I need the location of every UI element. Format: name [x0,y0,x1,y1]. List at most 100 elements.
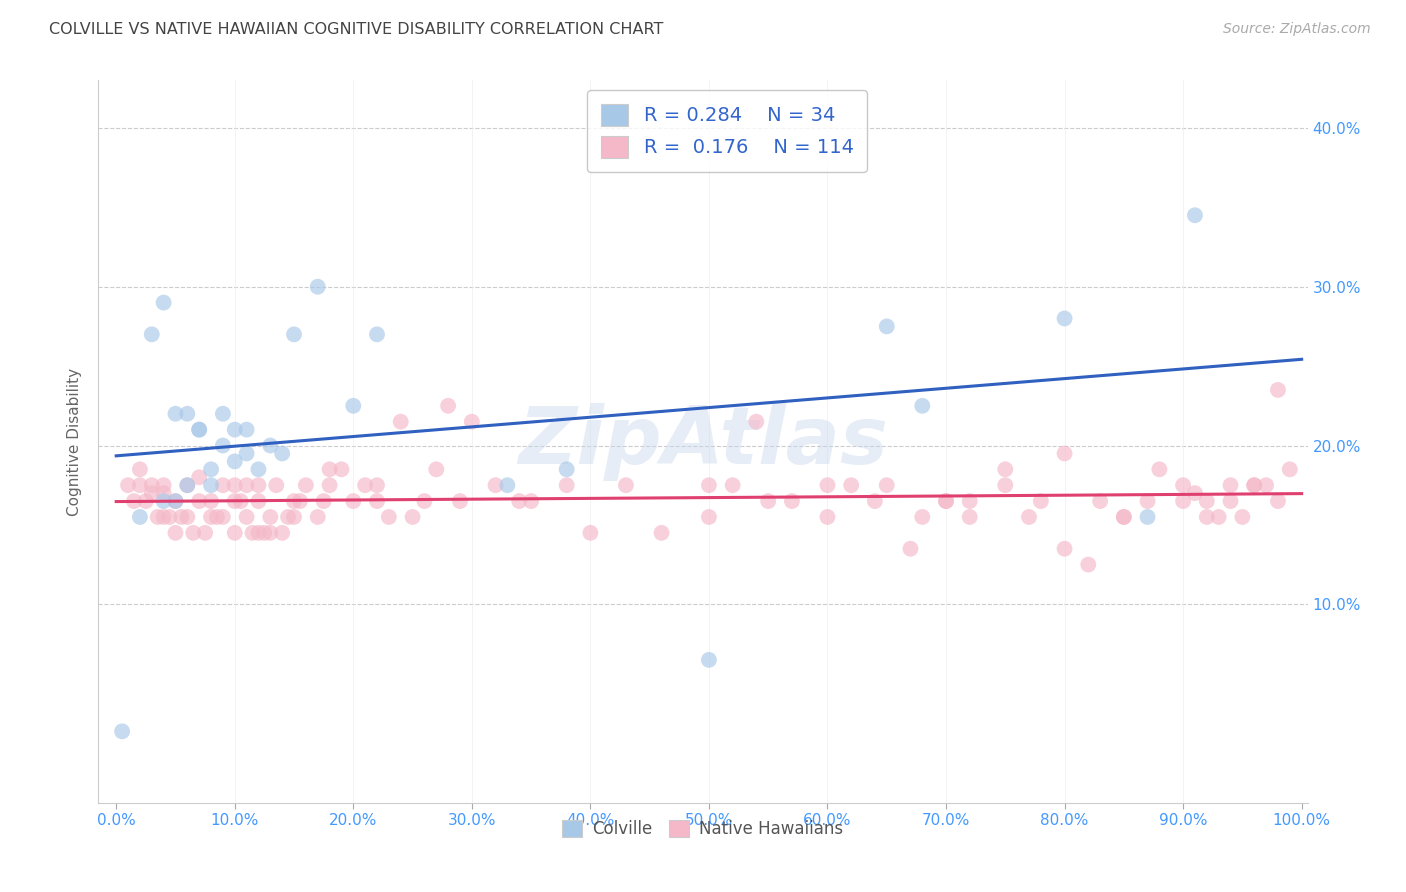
Text: Source: ZipAtlas.com: Source: ZipAtlas.com [1223,22,1371,37]
Point [437,399,460,413]
Point [170,510,193,524]
Point [839,478,862,492]
Point [224,525,246,540]
Point [307,279,329,293]
Point [122,494,145,508]
Point [283,327,305,342]
Point [247,478,270,492]
Point [271,525,294,540]
Point [247,462,270,476]
Point [756,494,779,508]
Point [1195,510,1218,524]
Point [200,462,222,476]
Point [1267,494,1289,508]
Point [200,510,222,524]
Point [1112,510,1135,524]
Point [863,494,886,508]
Point [224,478,246,492]
Point [235,446,257,460]
Point [959,494,981,508]
Point [188,470,211,484]
Point [935,494,957,508]
Point [1267,383,1289,397]
Point [188,494,211,508]
Point [312,494,335,508]
Point [200,478,222,492]
Point [146,510,169,524]
Point [212,407,235,421]
Point [224,423,246,437]
Point [141,327,163,342]
Point [117,478,139,492]
Point [1112,510,1135,524]
Point [129,510,152,524]
Point [1053,446,1076,460]
Point [330,462,353,476]
Point [697,478,720,492]
Point [1243,478,1265,492]
Point [181,525,204,540]
Point [283,494,305,508]
Point [165,494,187,508]
Point [200,494,222,508]
Legend: Colville, Native Hawaiians: Colville, Native Hawaiians [555,814,851,845]
Point [614,478,637,492]
Point [212,438,235,452]
Point [259,438,281,452]
Point [152,478,174,492]
Point [817,510,839,524]
Point [259,510,281,524]
Point [318,478,340,492]
Point [224,454,246,468]
Point [141,478,163,492]
Point [366,478,388,492]
Point [1219,494,1241,508]
Text: COLVILLE VS NATIVE HAWAIIAN COGNITIVE DISABILITY CORRELATION CHART: COLVILLE VS NATIVE HAWAIIAN COGNITIVE DI… [49,22,664,37]
Point [176,407,198,421]
Point [1077,558,1099,572]
Point [697,653,720,667]
Point [307,510,329,524]
Point [1053,311,1076,326]
Point [876,478,898,492]
Point [224,494,246,508]
Point [242,525,264,540]
Point [188,423,211,437]
Point [1171,478,1194,492]
Point [271,446,294,460]
Point [259,525,281,540]
Point [152,494,174,508]
Point [135,494,157,508]
Point [555,462,578,476]
Point [401,510,423,524]
Point [389,415,412,429]
Point [295,478,318,492]
Point [176,478,198,492]
Point [366,494,388,508]
Point [911,399,934,413]
Point [283,510,305,524]
Point [911,510,934,524]
Point [264,478,287,492]
Point [342,494,364,508]
Point [247,494,270,508]
Point [165,494,187,508]
Point [425,462,447,476]
Point [994,478,1017,492]
Point [1171,494,1194,508]
Point [152,510,174,524]
Point [212,478,235,492]
Point [247,525,270,540]
Point [745,415,768,429]
Point [721,478,744,492]
Point [496,478,519,492]
Point [1053,541,1076,556]
Point [235,510,257,524]
Point [935,494,957,508]
Point [650,525,672,540]
Point [1184,208,1206,222]
Point [959,510,981,524]
Point [1195,494,1218,508]
Point [229,494,252,508]
Point [141,486,163,500]
